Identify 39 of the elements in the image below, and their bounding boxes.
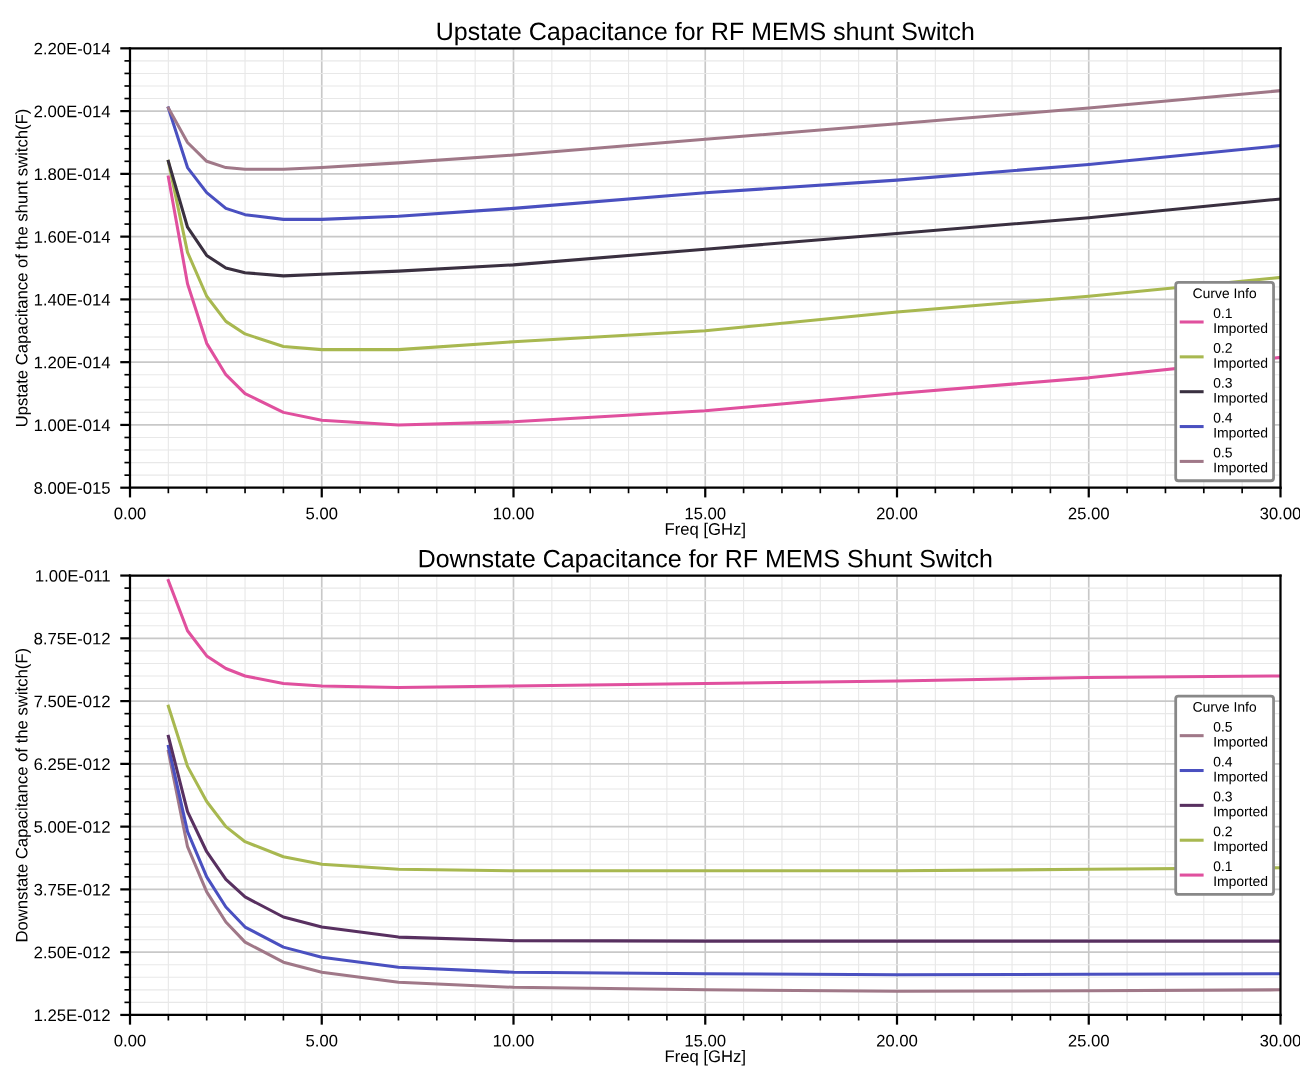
y-axis-title: Upstate Capacitance of the shunt switch(F)	[15, 109, 31, 427]
x-tick-label: 20.00	[876, 507, 918, 520]
y-tick-label: 6.25E-012	[34, 758, 110, 771]
x-tick-label: 10.00	[493, 1034, 534, 1047]
y-tick-label: 7.50E-012	[34, 695, 110, 708]
line-series	[166, 579, 1281, 690]
x-axis-title: Freq [GHz]	[665, 522, 745, 539]
chart-title: Upstate Capacitance for RF MEMS shunt Switch	[437, 21, 974, 46]
x-tick-label: 25.00	[1068, 1034, 1109, 1047]
x-tick-label: 0.00	[114, 1034, 146, 1047]
line-series	[166, 704, 1281, 873]
x-tick-label: 10.00	[493, 507, 534, 520]
y-tick-label: 1.00E-014	[34, 419, 111, 432]
y-tick-label: 5.00E-012	[34, 821, 110, 833]
y-tick-label: 2.50E-012	[34, 946, 110, 959]
y-tick-label: 1.80E-014	[34, 168, 111, 181]
y-axis-title: Downstate Capacitance of the switch(F)	[15, 648, 31, 942]
x-tick-label: 25.00	[1068, 507, 1109, 520]
x-tick-label: 15.00	[685, 507, 726, 520]
y-tick-label: 1.25E-012	[34, 1009, 110, 1022]
y-tick-label: 1.00E-011	[36, 569, 110, 582]
x-axis-title: Freq [GHz]	[665, 1049, 745, 1066]
y-tick-label: 8.75E-012	[34, 632, 110, 645]
x-tick-label: 15.00	[685, 1034, 726, 1047]
y-tick-label: 3.75E-012	[34, 883, 110, 896]
line-series	[166, 734, 1281, 943]
x-tick-label: 5.00	[306, 507, 338, 520]
x-tick-label: 30.00	[1260, 507, 1300, 520]
y-tick-label: 1.20E-014	[34, 356, 111, 369]
y-tick-label: 1.40E-014	[34, 293, 111, 306]
x-tick-label: 20.00	[876, 1034, 918, 1047]
x-tick-label: 30.00	[1260, 1034, 1300, 1047]
x-tick-label: 0.00	[114, 507, 146, 520]
x-tick-label: 5.00	[306, 1034, 338, 1047]
y-tick-label: 1.60E-014	[34, 231, 111, 243]
y-tick-label: 8.00E-015	[34, 482, 110, 494]
y-tick-label: 2.00E-014	[34, 105, 111, 118]
chart-title: Downstate Capacitance for RF MEMS Shunt Switch	[419, 549, 992, 573]
y-tick-label: 2.20E-014	[34, 42, 111, 55]
